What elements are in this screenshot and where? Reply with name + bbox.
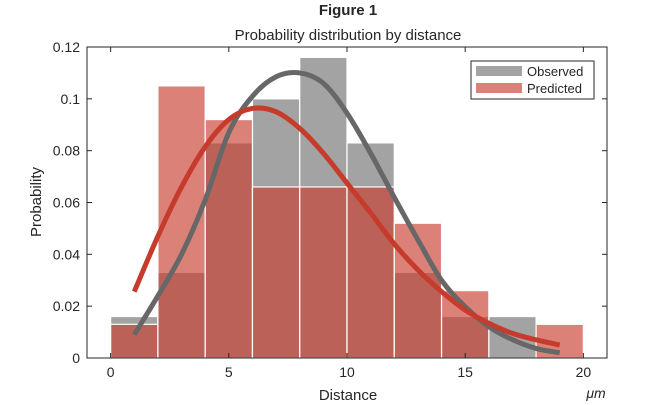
legend-swatch-observed xyxy=(476,66,522,76)
predicted-bar xyxy=(110,323,159,359)
predicted-bar xyxy=(299,186,348,359)
predicted-bar xyxy=(204,118,254,359)
x-tick-label: 0 xyxy=(107,364,115,380)
fit-curves xyxy=(131,70,561,356)
y-tick-label: 0.08 xyxy=(53,143,80,159)
predicted-fit-curve xyxy=(131,105,561,348)
y-tick-label: 0.1 xyxy=(61,91,81,107)
y-tick-label: 0.04 xyxy=(53,246,80,262)
y-tick-label: 0.02 xyxy=(53,298,80,314)
axis-ticks: 0 5 10 15 20 0 0.02 0.04 0.06 0.08 0.1 0.12 xyxy=(53,39,607,380)
predicted-bar xyxy=(393,222,443,359)
y-tick-label: 0 xyxy=(72,350,80,366)
x-tick-label: 5 xyxy=(225,364,233,380)
legend-label-predicted: Predicted xyxy=(527,81,582,96)
x-axis-label: Distance xyxy=(319,387,377,404)
y-tick-label: 0.06 xyxy=(53,195,80,211)
legend: Observed Predicted xyxy=(470,60,595,100)
legend-swatch-predicted xyxy=(476,83,522,93)
figure-title: Figure 1 xyxy=(319,2,377,19)
predicted-bar xyxy=(440,290,490,359)
x-axis-unit: μm xyxy=(585,385,606,401)
observed-fit-curve xyxy=(132,70,561,356)
x-tick-label: 15 xyxy=(457,364,473,380)
x-tick-label: 10 xyxy=(339,364,355,380)
x-tick-label: 20 xyxy=(576,364,592,380)
y-tick-label: 0.12 xyxy=(53,39,80,55)
legend-label-observed: Observed xyxy=(527,64,583,79)
y-axis-label: Probability xyxy=(28,166,45,237)
chart-title: Probability distribution by distance xyxy=(235,27,462,44)
predicted-bar xyxy=(251,186,301,359)
